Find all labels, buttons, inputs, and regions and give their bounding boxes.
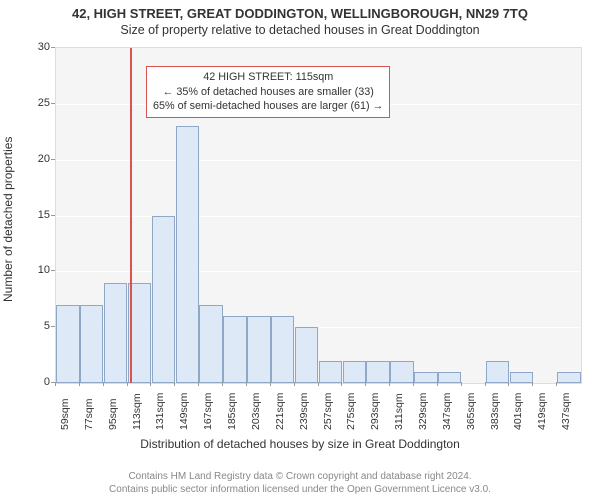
x-tick-label: 401sqm <box>512 393 524 430</box>
histogram-bar <box>438 372 461 383</box>
x-tick <box>103 382 104 386</box>
x-tick <box>437 382 438 386</box>
x-tick-label: 383sqm <box>489 393 501 430</box>
y-tick <box>51 215 55 216</box>
x-tick <box>294 382 295 386</box>
x-tick <box>413 382 414 386</box>
y-tick <box>51 270 55 271</box>
histogram-bar <box>271 316 294 383</box>
histogram-bar <box>414 372 437 383</box>
histogram-bar <box>366 361 389 383</box>
y-tick-label: 30 <box>38 41 50 53</box>
x-tick <box>365 382 366 386</box>
histogram-bar <box>247 316 270 383</box>
x-tick-label: 77sqm <box>83 398 95 430</box>
x-tick-label: 329sqm <box>417 393 429 430</box>
x-tick <box>318 382 319 386</box>
x-tick-label: 239sqm <box>298 393 310 430</box>
grid-line <box>56 160 581 161</box>
x-tick <box>198 382 199 386</box>
x-tick <box>341 382 342 386</box>
histogram-bar <box>223 316 246 383</box>
x-tick <box>508 382 509 386</box>
annotation-line: ← 35% of detached houses are smaller (33… <box>153 85 383 100</box>
grid-line <box>56 271 581 272</box>
y-tick-label: 25 <box>38 97 50 109</box>
x-tick-label: 419sqm <box>536 393 548 430</box>
annotation-line: 42 HIGH STREET: 115sqm <box>153 70 383 85</box>
x-tick <box>556 382 557 386</box>
x-tick <box>461 382 462 386</box>
x-tick-label: 257sqm <box>322 393 334 430</box>
x-tick-label: 347sqm <box>441 393 453 430</box>
x-tick-label: 59sqm <box>59 398 71 430</box>
histogram-bar <box>104 283 127 384</box>
x-tick <box>222 382 223 386</box>
x-tick <box>485 382 486 386</box>
x-tick <box>127 382 128 386</box>
y-tick <box>51 103 55 104</box>
x-tick <box>246 382 247 386</box>
plot-area: 42 HIGH STREET: 115sqm← 35% of detached … <box>55 47 582 384</box>
annotation-line: 65% of semi-detached houses are larger (… <box>153 99 383 114</box>
histogram-bar <box>56 305 79 383</box>
y-tick <box>51 159 55 160</box>
x-tick <box>55 382 56 386</box>
x-tick-label: 311sqm <box>393 393 405 430</box>
histogram-bar <box>152 216 175 384</box>
annotation-box: 42 HIGH STREET: 115sqm← 35% of detached … <box>146 66 390 118</box>
histogram-bar <box>486 361 509 383</box>
property-marker-line <box>130 48 132 383</box>
x-tick-label: 437sqm <box>560 393 572 430</box>
chart-area: Number of detached properties 42 HIGH ST… <box>0 37 600 437</box>
histogram-bar <box>176 126 199 383</box>
x-tick-label: 113sqm <box>131 393 143 430</box>
x-tick-label: 185sqm <box>226 393 238 430</box>
grid-line <box>56 216 581 217</box>
y-tick <box>51 326 55 327</box>
y-tick-label: 15 <box>38 209 50 221</box>
x-tick-label: 293sqm <box>369 393 381 430</box>
histogram-bar <box>295 327 318 383</box>
histogram-bar <box>390 361 413 383</box>
x-tick-label: 149sqm <box>178 393 190 430</box>
x-tick-label: 95sqm <box>107 398 119 430</box>
x-tick <box>270 382 271 386</box>
histogram-bar <box>557 372 580 383</box>
x-tick-label: 167sqm <box>202 393 214 430</box>
histogram-bar <box>510 372 533 383</box>
x-tick-label: 203sqm <box>250 393 262 430</box>
x-tick-label: 275sqm <box>345 393 357 430</box>
y-tick-label: 0 <box>44 376 50 388</box>
chart-title-sub: Size of property relative to detached ho… <box>0 21 600 37</box>
histogram-bar <box>199 305 222 383</box>
x-tick <box>150 382 151 386</box>
y-tick-label: 5 <box>44 320 50 332</box>
x-tick-label: 221sqm <box>274 393 286 430</box>
histogram-bar <box>80 305 103 383</box>
footer-line-2: Contains public sector information licen… <box>0 483 600 496</box>
x-axis-title: Distribution of detached houses by size … <box>0 437 600 451</box>
x-tick <box>174 382 175 386</box>
x-tick <box>79 382 80 386</box>
footer-line-1: Contains HM Land Registry data © Crown c… <box>0 470 600 483</box>
y-tick-label: 10 <box>38 264 50 276</box>
x-tick <box>389 382 390 386</box>
histogram-bar <box>343 361 366 383</box>
y-tick <box>51 47 55 48</box>
x-tick <box>532 382 533 386</box>
footer-attribution: Contains HM Land Registry data © Crown c… <box>0 470 600 496</box>
histogram-bar <box>319 361 342 383</box>
y-tick-label: 20 <box>38 153 50 165</box>
y-axis-title: Number of detached properties <box>1 136 15 301</box>
x-tick-label: 131sqm <box>154 393 166 430</box>
x-tick-label: 365sqm <box>465 393 477 430</box>
chart-title-main: 42, HIGH STREET, GREAT DODDINGTON, WELLI… <box>0 0 600 21</box>
